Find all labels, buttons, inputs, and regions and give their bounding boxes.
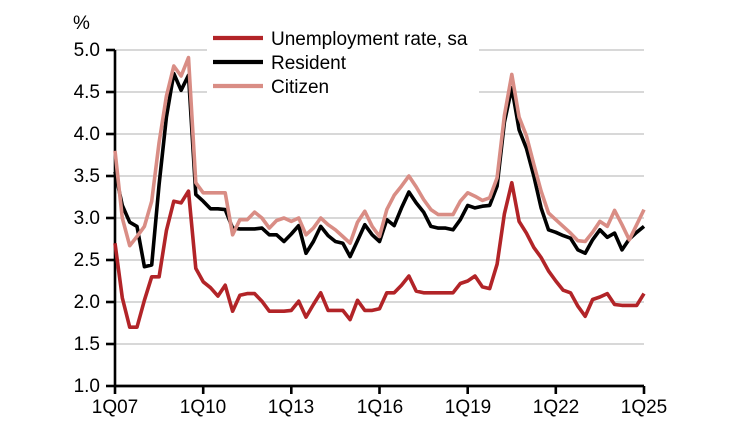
svg-text:1Q13: 1Q13 — [268, 397, 314, 418]
svg-text:2.5: 2.5 — [74, 250, 100, 271]
svg-text:1.0: 1.0 — [74, 376, 100, 397]
svg-text:1Q25: 1Q25 — [621, 397, 667, 418]
svg-text:2.0: 2.0 — [74, 292, 100, 313]
svg-text:5.0: 5.0 — [74, 40, 100, 61]
svg-text:Citizen: Citizen — [271, 77, 329, 98]
svg-text:Unemployment rate, sa: Unemployment rate, sa — [271, 29, 468, 50]
svg-text:3.0: 3.0 — [74, 208, 100, 229]
svg-text:4.0: 4.0 — [74, 124, 100, 145]
svg-text:1Q16: 1Q16 — [357, 397, 403, 418]
svg-text:1Q22: 1Q22 — [533, 397, 579, 418]
svg-text:1Q19: 1Q19 — [445, 397, 491, 418]
svg-text:3.5: 3.5 — [74, 166, 100, 187]
svg-text:1.5: 1.5 — [74, 334, 100, 355]
svg-text:4.5: 4.5 — [74, 82, 100, 103]
svg-text:Resident: Resident — [271, 53, 347, 74]
svg-text:1Q07: 1Q07 — [92, 397, 138, 418]
svg-text:%: % — [73, 13, 90, 34]
svg-text:1Q10: 1Q10 — [180, 397, 226, 418]
